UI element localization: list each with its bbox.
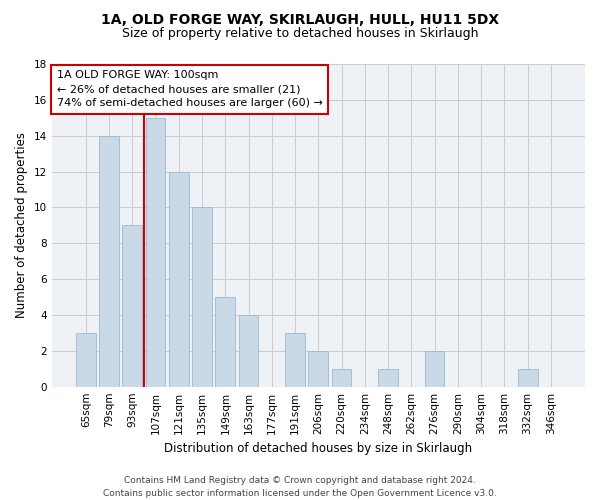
Text: Contains HM Land Registry data © Crown copyright and database right 2024.
Contai: Contains HM Land Registry data © Crown c…	[103, 476, 497, 498]
Bar	[308, 351, 328, 386]
Bar	[169, 172, 188, 386]
Bar	[215, 297, 235, 386]
Bar	[192, 208, 212, 386]
Bar	[239, 315, 259, 386]
Y-axis label: Number of detached properties: Number of detached properties	[15, 132, 28, 318]
Bar	[378, 369, 398, 386]
Text: 1A, OLD FORGE WAY, SKIRLAUGH, HULL, HU11 5DX: 1A, OLD FORGE WAY, SKIRLAUGH, HULL, HU11…	[101, 12, 499, 26]
Text: 1A OLD FORGE WAY: 100sqm
← 26% of detached houses are smaller (21)
74% of semi-d: 1A OLD FORGE WAY: 100sqm ← 26% of detach…	[57, 70, 323, 108]
Bar	[425, 351, 445, 386]
Bar	[76, 333, 95, 386]
Bar	[122, 226, 142, 386]
Bar	[332, 369, 352, 386]
Text: Size of property relative to detached houses in Skirlaugh: Size of property relative to detached ho…	[122, 28, 478, 40]
X-axis label: Distribution of detached houses by size in Skirlaugh: Distribution of detached houses by size …	[164, 442, 472, 455]
Bar	[285, 333, 305, 386]
Bar	[99, 136, 119, 386]
Bar	[146, 118, 166, 386]
Bar	[518, 369, 538, 386]
